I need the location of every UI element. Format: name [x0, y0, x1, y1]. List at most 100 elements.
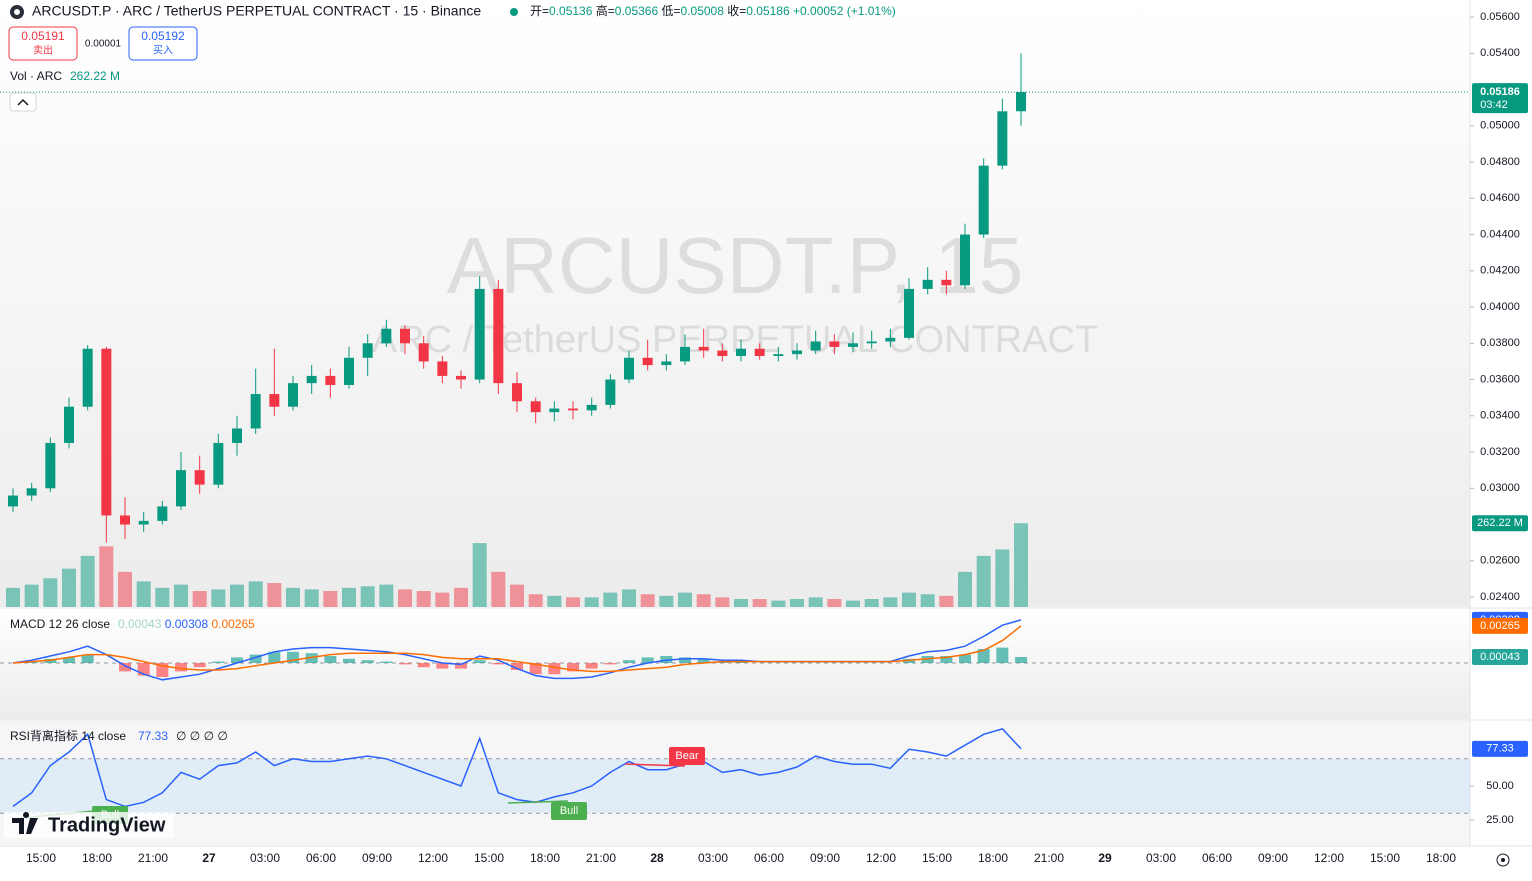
- volume-bar: [230, 584, 245, 607]
- buy-label[interactable]: 买入: [153, 45, 173, 57]
- volume-bar: [174, 584, 189, 607]
- candle-body: [306, 375, 317, 384]
- y-tick-label: 0.05600: [1480, 11, 1520, 23]
- divergence-badge: [669, 747, 705, 765]
- volume-bar: [491, 571, 506, 607]
- volume-bar: [379, 584, 394, 607]
- histogram-bar: [473, 660, 486, 663]
- volume-title: Vol · ARC: [10, 69, 62, 83]
- x-tick-label: 21:00: [1034, 851, 1064, 865]
- x-tick-label: 09:00: [362, 851, 392, 865]
- candle-body: [810, 341, 821, 351]
- watermark-description: ARC / TetherUS PERPETUAL CONTRACT: [372, 319, 1098, 361]
- y-tick-label: 0.05400: [1480, 47, 1520, 59]
- candle-body: [456, 375, 467, 380]
- histogram-bar: [455, 663, 468, 669]
- candle-body: [400, 328, 411, 344]
- divergence-line: [507, 800, 569, 804]
- x-tick-label: 28: [650, 851, 664, 865]
- histogram-bar: [604, 663, 617, 665]
- volume-bar: [715, 597, 730, 607]
- volume-bar: [454, 587, 469, 607]
- volume-bar: [790, 599, 805, 607]
- volume-bar: [1014, 523, 1029, 607]
- ohlc-value: 0.05366: [615, 4, 659, 18]
- volume-bar: [99, 546, 114, 607]
- y-tick-label: 0.04200: [1480, 265, 1520, 277]
- buy-price[interactable]: 0.05192: [141, 29, 185, 43]
- x-tick-label: 15:00: [922, 851, 952, 865]
- volume-bar: [603, 592, 618, 607]
- volume-bar: [510, 584, 525, 607]
- buy-button[interactable]: [128, 26, 198, 61]
- symbol-title[interactable]: ARCUSDT.P · ARC / TetherUS PERPETUAL CON…: [32, 3, 481, 19]
- histogram-bar: [585, 663, 598, 669]
- candle-body: [381, 328, 392, 344]
- volume-bar: [640, 594, 655, 607]
- candle-body: [922, 279, 933, 289]
- market-status: [510, 8, 518, 16]
- candle-body: [941, 279, 952, 286]
- x-tick-label: 12:00: [866, 851, 896, 865]
- x-tick-label: 09:00: [1258, 851, 1288, 865]
- candle-body: [885, 337, 896, 342]
- histogram-bar: [361, 660, 374, 663]
- ohlc-value: 0.05186: [746, 4, 790, 18]
- candle-body: [866, 341, 877, 344]
- x-tick-label: 03:00: [698, 851, 728, 865]
- volume-bar: [902, 592, 917, 607]
- candle-body: [661, 361, 672, 366]
- candle-body: [7, 495, 18, 507]
- indicator-line: [12, 728, 1022, 808]
- price-change: +0.00052 (+1.01%): [793, 4, 896, 18]
- candle-body: [362, 343, 373, 358]
- candle-body: [605, 379, 616, 405]
- y-tick-label: 0.04400: [1480, 228, 1520, 240]
- histogram-bar: [996, 647, 1009, 663]
- candle-body: [568, 408, 579, 411]
- candle-body: [978, 165, 989, 235]
- candle-body: [157, 506, 168, 521]
- settings-icon-dot: [1501, 858, 1505, 862]
- volume-bar: [192, 591, 207, 607]
- y-tick-label: 0.03600: [1480, 373, 1520, 385]
- sell-price[interactable]: 0.05191: [21, 29, 65, 43]
- sell-label[interactable]: 卖出: [33, 44, 53, 57]
- x-tick-label: 27: [202, 851, 216, 865]
- macd-pane: [0, 609, 1470, 719]
- volume-bar: [323, 591, 338, 607]
- histogram-bar: [380, 661, 393, 663]
- histogram-bar: [399, 663, 412, 665]
- candle-body: [64, 406, 75, 443]
- x-tick-label: 18:00: [1426, 851, 1456, 865]
- divergence-label: Bear: [675, 750, 699, 762]
- volume-bar: [958, 571, 973, 607]
- macd-legend-value: 0.00265: [211, 617, 255, 631]
- x-tick-label: 06:00: [306, 851, 336, 865]
- y-tick-label: 0.03200: [1480, 446, 1520, 458]
- histogram-bar: [492, 663, 505, 665]
- histogram-bar: [249, 654, 262, 663]
- histogram-bar: [959, 654, 972, 663]
- histogram-bar: [977, 649, 990, 663]
- x-tick-label: 29: [1098, 851, 1112, 865]
- histogram-bar: [212, 661, 225, 663]
- logo: TradingView: [4, 812, 174, 838]
- collapse-button[interactable]: [9, 92, 37, 112]
- candle-body: [101, 348, 112, 516]
- sell-button[interactable]: [8, 26, 78, 61]
- volume-bar: [155, 587, 170, 607]
- volume-bar: [286, 587, 301, 607]
- volume-bar: [136, 581, 151, 607]
- ohlc-label: 开=: [530, 4, 549, 18]
- volume-bar: [398, 589, 413, 607]
- candle-body: [176, 470, 187, 507]
- settings-icon[interactable]: [1496, 853, 1510, 867]
- macd-legend-value: 0.00043: [118, 617, 162, 631]
- y-tick-label: 50.00: [1486, 780, 1514, 792]
- y-tick-label: 0.04600: [1480, 192, 1520, 204]
- x-tick-label: 15:00: [1370, 851, 1400, 865]
- histogram-bar: [81, 654, 94, 663]
- ohlc-label: 高=: [596, 3, 615, 18]
